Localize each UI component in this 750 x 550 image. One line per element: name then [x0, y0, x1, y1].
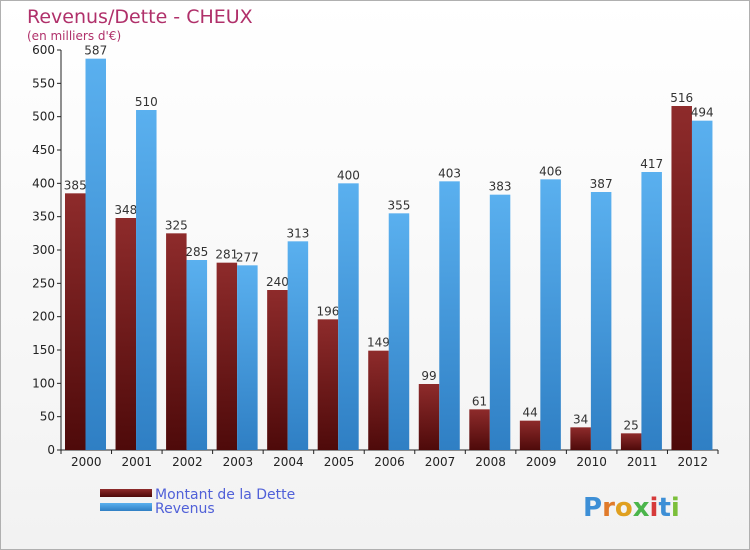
legend-swatch-revenus [100, 503, 152, 511]
bar-revenus-2010 [590, 192, 612, 450]
value-label-revenus-2012: 494 [691, 106, 714, 120]
value-label-debt-2012: 516 [670, 91, 693, 105]
x-tick-label: 2005 [324, 455, 355, 469]
y-axis: 0 50 100 150 200 250 300 350 400 450 500 550 600 [32, 43, 62, 457]
x-axis: 2000 2001 2002 2003 2004 2005 2006 2007 2008 2009… [60, 449, 719, 469]
x-tick-label: 2006 [374, 455, 405, 469]
value-label-debt-2007: 99 [421, 369, 436, 383]
value-label-debt-2002: 325 [165, 218, 188, 232]
bar-debt-2004 [267, 290, 288, 450]
value-label-revenus-2008: 383 [489, 180, 512, 194]
value-label-debt-2001: 348 [114, 203, 137, 217]
y-tick-label: 400 [32, 176, 55, 190]
x-tick-label: 2009 [526, 455, 557, 469]
x-tick-label: 2007 [425, 455, 456, 469]
legend-swatch-debt [100, 489, 152, 497]
bar-debt-2008 [469, 409, 490, 450]
bar-debt-2002 [166, 233, 187, 450]
bar-revenus-2009 [540, 179, 561, 451]
bar-revenus-2002 [186, 260, 208, 450]
y-tick-label: 300 [32, 243, 55, 257]
x-tick-label: 2011 [627, 455, 658, 469]
bar-revenus-2008 [489, 194, 511, 450]
bar-debt-2010 [570, 427, 591, 450]
bar-debt-2006 [368, 350, 389, 450]
bar-debt-2007 [418, 384, 440, 450]
value-label-revenus-2011: 417 [640, 157, 663, 171]
value-label-debt-2005: 196 [316, 304, 339, 318]
proxiti-logo: Proxiti [583, 493, 680, 523]
bar-debt-2003 [216, 262, 238, 450]
y-tick-label: 100 [32, 376, 55, 390]
bar-debt-2011 [620, 433, 642, 450]
bar-debt-2012 [671, 106, 692, 450]
legend-label-debt: Montant de la Dette [155, 487, 295, 503]
bar-debt-2005 [317, 319, 339, 450]
bar-revenus-2011 [641, 172, 662, 450]
bar-revenus-2000 [85, 58, 106, 451]
bar-revenus-2001 [136, 110, 157, 450]
value-label-debt-2000: 385 [64, 178, 87, 192]
value-label-revenus-2004: 313 [286, 226, 309, 240]
x-tick-label: 2001 [122, 455, 153, 469]
value-label-revenus-2002: 285 [185, 245, 208, 259]
y-tick-label: 500 [32, 110, 55, 124]
value-label-debt-2006: 149 [367, 336, 390, 350]
bar-revenus-2006 [388, 213, 410, 450]
x-tick-label: 2004 [273, 455, 304, 469]
bar-revenus-2007 [439, 181, 460, 451]
y-tick-label: 200 [32, 310, 55, 324]
value-label-debt-2009: 44 [522, 406, 537, 420]
logo-text: Proxiti [583, 493, 680, 523]
value-label-revenus-2010: 387 [590, 177, 613, 191]
value-label-revenus-2000: 587 [84, 44, 107, 58]
x-tick-label: 2002 [172, 455, 203, 469]
bar-revenus-2003 [237, 265, 258, 450]
chart-subtitle: (en milliers d'€) [27, 29, 121, 43]
value-label-revenus-2009: 406 [539, 164, 562, 178]
y-tick-label: 600 [32, 43, 55, 57]
value-label-revenus-2007: 403 [438, 166, 461, 180]
bar-debt-2001 [115, 218, 137, 450]
y-tick-label: 450 [32, 143, 55, 157]
legend: Montant de la Dette Revenus [100, 487, 295, 517]
value-label-debt-2004: 240 [266, 275, 289, 289]
bar-revenus-2005 [338, 183, 359, 451]
y-tick-label: 550 [32, 76, 55, 90]
y-tick-label: 50 [40, 410, 55, 424]
x-tick-label: 2010 [576, 455, 607, 469]
x-tick-label: 2003 [223, 455, 254, 469]
chart-title: Revenus/Dette - CHEUX [27, 6, 253, 28]
x-tick-label: 2012 [677, 455, 708, 469]
x-tick-label: 2008 [475, 455, 506, 469]
legend-label-revenus: Revenus [155, 501, 215, 517]
value-label-debt-2010: 34 [573, 412, 588, 426]
value-label-revenus-2006: 355 [388, 198, 411, 212]
bar-revenus-2012 [691, 120, 713, 451]
bar-debt-2009 [519, 420, 541, 450]
y-tick-label: 350 [32, 210, 55, 224]
value-label-revenus-2005: 400 [337, 168, 360, 182]
bar-revenus-2004 [287, 241, 309, 450]
x-tick-label: 2000 [71, 455, 102, 469]
value-label-debt-2003: 281 [215, 248, 238, 262]
y-tick-label: 150 [32, 343, 55, 357]
value-label-debt-2011: 25 [624, 418, 639, 432]
value-label-revenus-2001: 510 [135, 95, 158, 109]
value-label-revenus-2003: 277 [236, 250, 259, 264]
y-tick-label: 250 [32, 276, 55, 290]
value-label-debt-2008: 61 [472, 394, 487, 408]
bar-debt-2000 [65, 193, 86, 451]
y-tick-label: 0 [47, 443, 55, 457]
